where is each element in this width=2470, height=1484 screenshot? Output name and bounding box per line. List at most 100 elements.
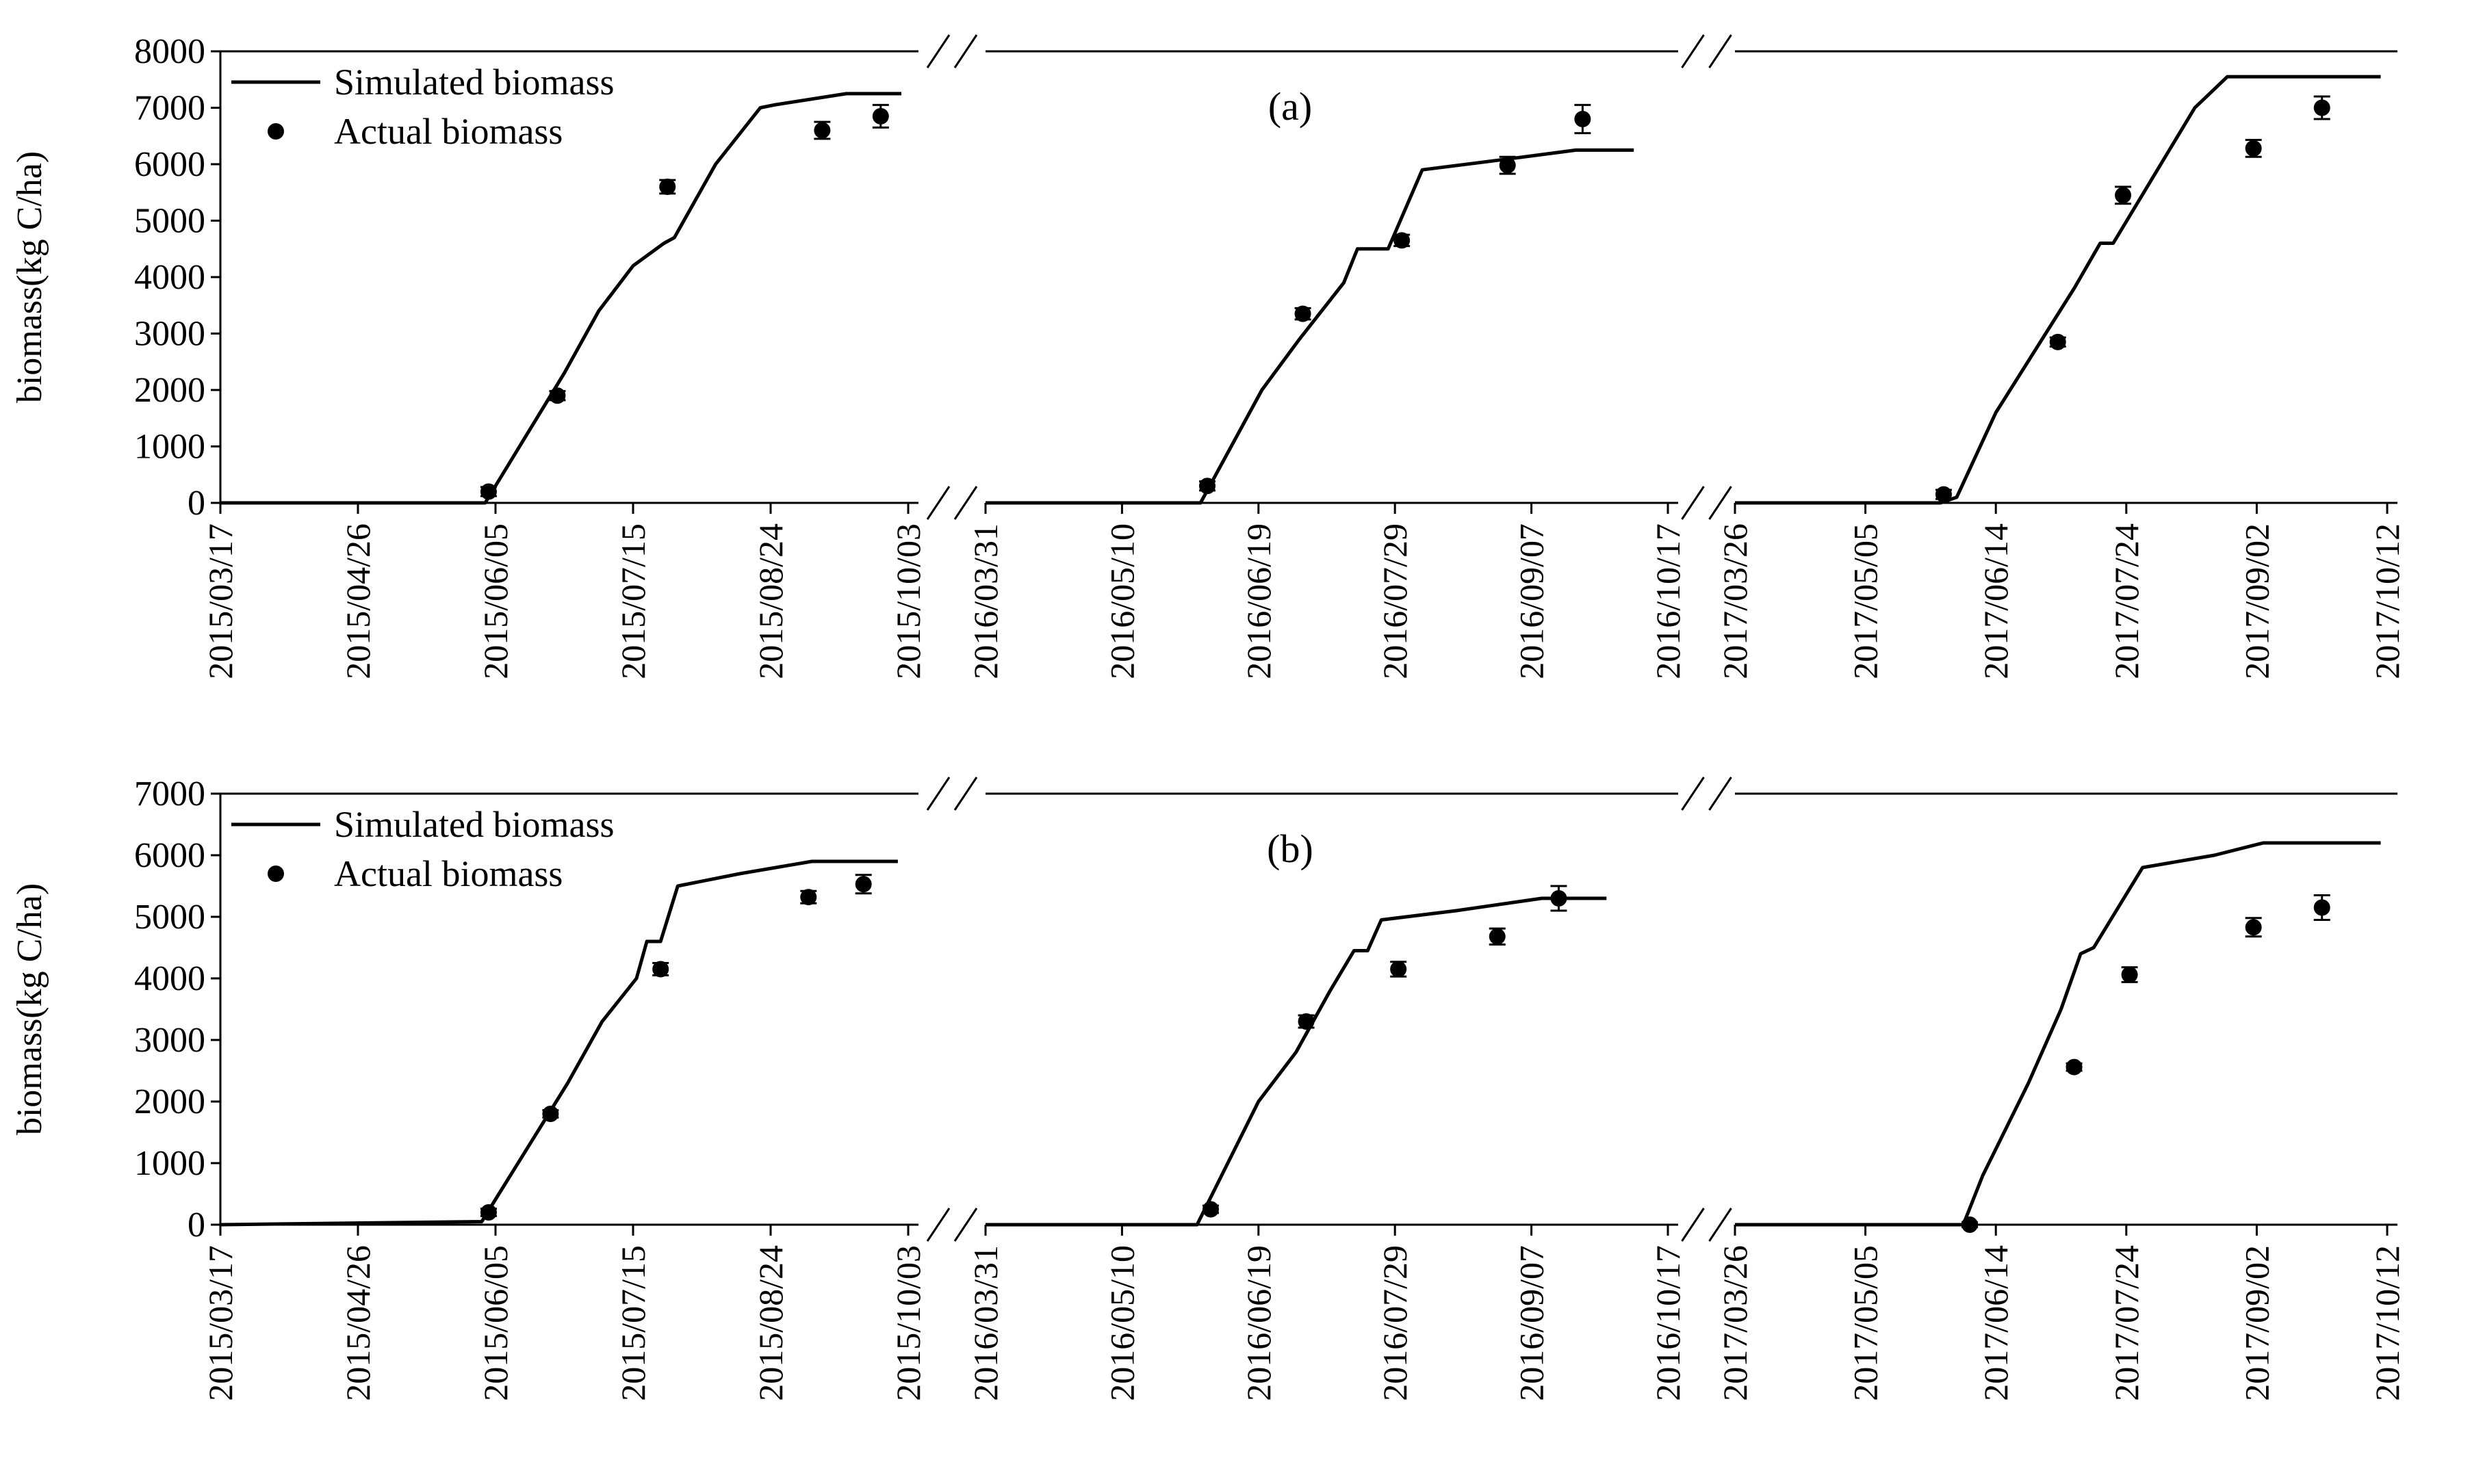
actual-biomass-point [1294, 305, 1311, 322]
axis-break-slash [1681, 34, 1705, 68]
x-tick-label: 2016/03/31 [966, 523, 1005, 679]
actual-biomass-marker [1294, 305, 1311, 322]
x-tick-label: 2015/07/15 [614, 523, 652, 679]
x-tick-label: 2015/06/05 [476, 523, 515, 679]
actual-biomass-point [1499, 155, 1516, 175]
actual-biomass-marker [2115, 187, 2132, 204]
x-tick-label: 2017/03/26 [1716, 1245, 1754, 1401]
x-tick-label: 2017/10/12 [2368, 523, 2406, 679]
y-tick-label: 3000 [134, 1021, 205, 1060]
actual-biomass-point [542, 1106, 559, 1122]
actual-biomass-point [814, 120, 831, 140]
axis-break-marker [926, 1208, 978, 1242]
panel-label: (b) [1267, 826, 1313, 871]
actual-biomass-point [549, 387, 566, 404]
x-tick-label: 2017/06/14 [1977, 1245, 2015, 1401]
actual-biomass-point [2245, 139, 2262, 158]
legend-simulated-label: Simulated biomass [334, 62, 614, 103]
segment-1: 2015/03/17 2015/04/26 2015/06/05 2015/07/15… [201, 50, 927, 679]
axis-break-gap [1683, 1211, 1730, 1238]
segment-1: 2015/03/17 2015/04/26 2015/06/05 2015/07/15… [201, 792, 927, 1401]
y-tick-label: 4000 [134, 959, 205, 998]
panel-a: 0 1000 2000 3000 4000 5000 6000 7000 8000 biomass… [10, 32, 2406, 679]
legend-actual-label: Actual biomass [334, 853, 563, 894]
actual-biomass-point [2313, 894, 2330, 921]
axis-break-slash [1708, 486, 1732, 520]
actual-biomass-marker [814, 122, 831, 139]
simulated-biomass-line [986, 148, 1634, 505]
x-tick-label: 2016/06/19 [1239, 523, 1278, 679]
x-tick-label: 2015/08/24 [751, 1245, 790, 1401]
actual-biomass-marker [480, 1204, 497, 1221]
segment-2: 2016/03/31 2016/05/10 2016/06/19 2016/07/29… [966, 50, 1687, 679]
axis-break-marker [1681, 486, 1732, 520]
axis-break-gap [1683, 489, 1730, 517]
y-tick-label: 1000 [134, 1144, 205, 1183]
y-tick-label: 7000 [134, 89, 205, 128]
x-tick-label: 2017/07/24 [2107, 1245, 2146, 1401]
x-tick-label: 2016/07/29 [1376, 523, 1414, 679]
actual-biomass-point [800, 889, 817, 906]
actual-biomass-marker [1199, 478, 1216, 495]
actual-biomass-point [2049, 333, 2066, 350]
x-tick-label: 2015/03/17 [201, 1245, 240, 1401]
actual-biomass-point [652, 961, 669, 978]
segment-3: 2017/03/26 2017/05/05 2017/06/14 2017/07/24… [1716, 50, 2406, 679]
simulated-biomass-line [1735, 841, 2381, 1227]
actual-biomass-point [2313, 95, 2330, 120]
actual-biomass-marker [1390, 961, 1407, 978]
actual-biomass-marker [1489, 928, 1506, 945]
x-tick-label: 2015/10/03 [889, 523, 927, 679]
y-tick-label: 0 [188, 1206, 205, 1245]
actual-biomass-marker [1298, 1013, 1315, 1030]
x-tick-label: 2016/10/17 [1649, 523, 1687, 679]
actual-biomass-point [1199, 478, 1216, 495]
y-tick-label: 3000 [134, 315, 205, 354]
actual-biomass-marker [542, 1106, 559, 1122]
y-tick-label: 0 [188, 484, 205, 523]
axis-break-marker [1681, 34, 1732, 68]
y-tick-label: 2000 [134, 371, 205, 410]
actual-biomass-point [1202, 1201, 1220, 1218]
legend: Simulated biomass Actual biomass [231, 62, 614, 152]
x-tick-label: 2016/09/07 [1513, 523, 1551, 679]
x-tick-label: 2017/07/24 [2107, 523, 2146, 679]
actual-biomass-point [1574, 103, 1591, 135]
actual-biomass-marker [1550, 890, 1567, 907]
x-tick-label: 2015/10/03 [889, 1245, 927, 1401]
axis-break-slash [953, 34, 978, 68]
x-tick-label: 2016/03/31 [966, 1245, 1005, 1401]
axis-break-marker [926, 486, 978, 520]
y-axis-label: biomass(kg C/ha) [10, 151, 49, 403]
actual-biomass-point [2115, 185, 2132, 205]
x-tick-label: 2015/08/24 [751, 523, 790, 679]
actual-biomass-marker [549, 387, 566, 404]
actual-biomass-marker [2121, 966, 2138, 983]
x-tick-label: 2017/10/12 [2368, 1245, 2406, 1401]
y-tick-label: 8000 [134, 32, 205, 71]
axis-break-gap [929, 489, 975, 517]
y-axis-label: biomass(kg C/ha) [10, 883, 49, 1135]
panel-b: 0 1000 2000 3000 4000 5000 6000 7000 biomass(kg … [10, 774, 2406, 1401]
x-tick-label: 2017/09/02 [2237, 523, 2276, 679]
actual-biomass-point [1935, 486, 1952, 503]
x-tick-label: 2016/06/19 [1239, 1245, 1278, 1401]
x-tick-label: 2016/05/10 [1103, 1245, 1141, 1401]
actual-biomass-point [1298, 1013, 1315, 1030]
axis-break-gap [929, 1211, 975, 1238]
axis-break-slash [926, 486, 951, 520]
actual-biomass-marker [659, 179, 676, 195]
x-tick-label: 2015/04/26 [339, 523, 377, 679]
actual-biomass-marker [1935, 486, 1952, 503]
actual-biomass-marker [1499, 157, 1516, 174]
x-tick-label: 2016/09/07 [1513, 1245, 1551, 1401]
legend-dot-swatch [268, 865, 284, 882]
actual-biomass-point [480, 1204, 497, 1221]
axis-break-slash [1708, 34, 1732, 68]
actual-biomass-marker [1574, 111, 1591, 127]
axis-break-gap [1683, 780, 1730, 807]
actual-biomass-marker [2245, 919, 2262, 936]
simulated-biomass-line [220, 92, 901, 505]
actual-biomass-point [1393, 232, 1411, 249]
